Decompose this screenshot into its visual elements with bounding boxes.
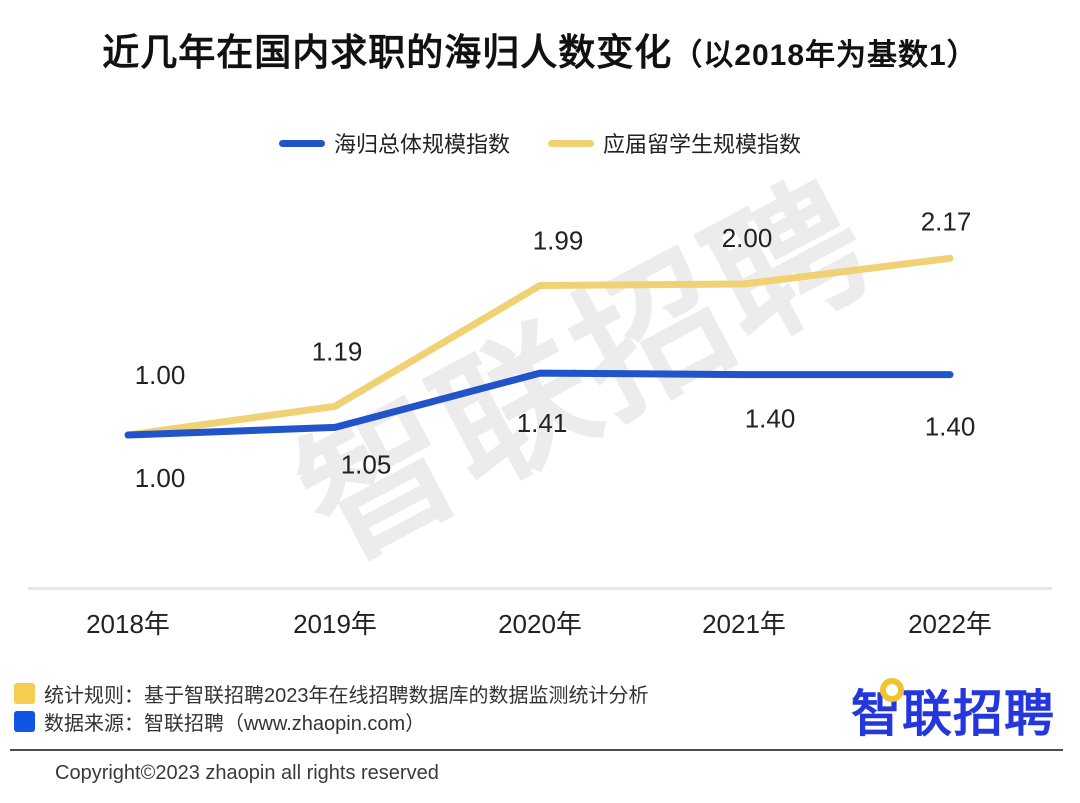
zhaopin-logo: 智联招聘 — [851, 674, 1055, 746]
x-axis-labels: 2018年 2019年 2020年 2021年 2022年 — [0, 604, 1080, 639]
value-label: 1.40 — [925, 412, 976, 442]
value-label: 1.40 — [745, 404, 796, 434]
value-label: 1.19 — [312, 336, 363, 366]
note-swatch-blue — [14, 711, 35, 732]
legend-label: 应届留学生规模指数 — [603, 132, 802, 157]
x-axis-line — [28, 587, 1052, 590]
legend-item-overall-returnee-index: 海归总体规模指数 — [278, 127, 510, 159]
series-line-0 — [124, 369, 954, 439]
legend-item-fresh-graduate-index: 应届留学生规模指数 — [548, 127, 801, 159]
value-label: 1.00 — [135, 463, 186, 493]
logo-ring-icon — [880, 678, 904, 702]
footer-note-text: 数据来源：智联招聘（www.zhaopin.com） — [44, 713, 426, 735]
chart-title-suffix: （以2018年为基数1） — [672, 39, 978, 72]
series-line-1 — [124, 254, 954, 439]
value-label: 2.17 — [921, 206, 972, 236]
chart-title-main: 近几年在国内求职的海归人数变化 — [102, 32, 673, 73]
footer-divider — [10, 749, 1063, 751]
footer-note-text: 统计规则：基于智联招聘2023年在线招聘数据库的数据监测统计分析 — [44, 685, 649, 707]
legend: 海归总体规模指数 应届留学生规模指数 — [0, 127, 1080, 159]
value-label: 1.05 — [341, 449, 392, 479]
footer-note-statistics-rule: 统计规则：基于智联招聘2023年在线招聘数据库的数据监测统计分析 — [14, 679, 649, 708]
value-label: 1.00 — [135, 360, 186, 390]
legend-swatch-yellow — [548, 139, 594, 147]
legend-label: 海归总体规模指数 — [333, 132, 510, 157]
footer-note-data-source: 数据来源：智联招聘（www.zhaopin.com） — [14, 707, 425, 736]
note-swatch-yellow — [14, 683, 35, 704]
legend-swatch-blue — [278, 139, 325, 147]
copyright-text: Copyright©2023 zhaopin all rights reserv… — [55, 762, 439, 784]
x-axis-label: 2022年 — [908, 609, 992, 639]
value-label: 2.00 — [722, 223, 773, 253]
value-label: 1.99 — [533, 226, 584, 256]
chart-title: 近几年在国内求职的海归人数变化（以2018年为基数1） — [0, 22, 1080, 76]
x-axis-label: 2018年 — [86, 609, 170, 639]
x-axis-label: 2019年 — [293, 609, 377, 639]
value-label: 1.41 — [517, 408, 568, 438]
x-axis-label: 2020年 — [498, 609, 582, 639]
x-axis-label: 2021年 — [702, 609, 786, 639]
